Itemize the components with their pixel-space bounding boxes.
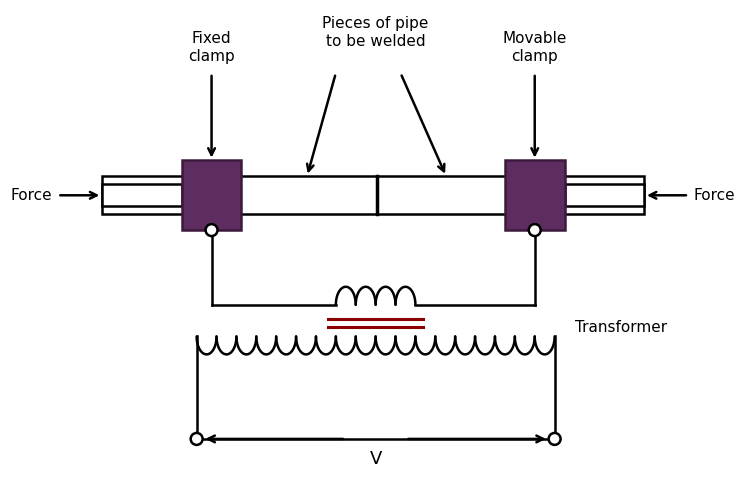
- Bar: [102, 176, 644, 214]
- Text: Transformer: Transformer: [575, 320, 666, 335]
- Bar: [505, 161, 565, 230]
- Text: Force: Force: [11, 188, 53, 203]
- Text: Force: Force: [694, 188, 735, 203]
- Text: V: V: [369, 450, 382, 468]
- Circle shape: [549, 433, 560, 445]
- Text: Fixed
clamp: Fixed clamp: [188, 31, 235, 64]
- Text: Movable
clamp: Movable clamp: [502, 31, 567, 64]
- Circle shape: [191, 433, 202, 445]
- Circle shape: [205, 224, 217, 236]
- Circle shape: [529, 224, 541, 236]
- Bar: [182, 161, 241, 230]
- Bar: [565, 184, 644, 206]
- Bar: [102, 184, 182, 206]
- Text: Pieces of pipe
to be welded: Pieces of pipe to be welded: [323, 16, 429, 49]
